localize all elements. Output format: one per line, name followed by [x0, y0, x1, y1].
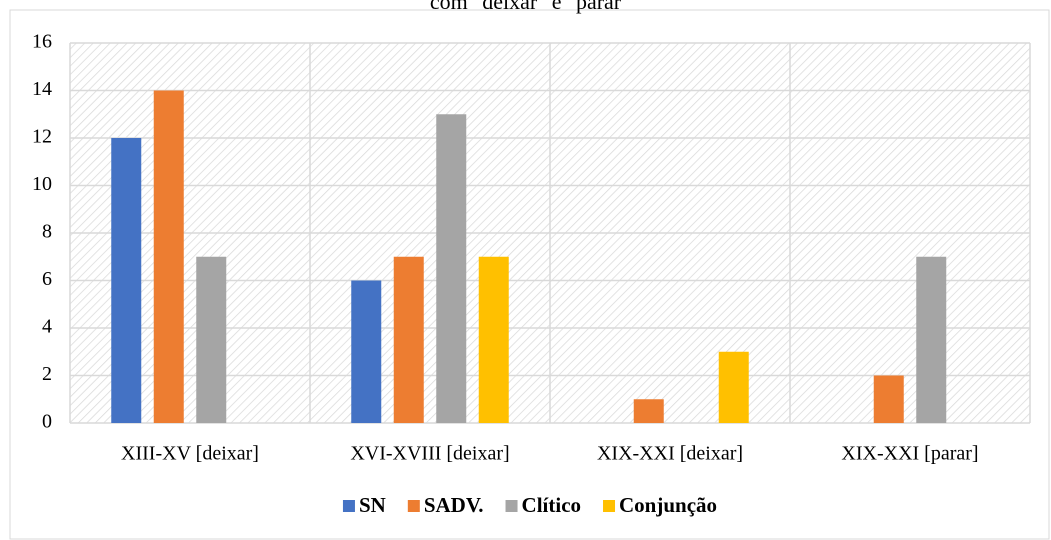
x-tick-label: XIII-XV [deixar] [121, 443, 259, 465]
y-tick-label: 0 [42, 411, 52, 433]
legend-swatch [603, 500, 616, 512]
y-tick-label: 12 [32, 126, 52, 148]
legend-swatch [342, 500, 355, 512]
legend-label: Clítico [522, 493, 581, 517]
bar [633, 399, 664, 423]
legend-swatch [505, 500, 518, 512]
bar [718, 351, 749, 423]
bar [393, 256, 424, 423]
bar [478, 256, 509, 423]
bar [196, 256, 227, 423]
x-tick-label: XIX-XXI [parar] [841, 443, 978, 465]
bar [153, 90, 184, 423]
legend-label: Conjunção [619, 493, 717, 517]
y-tick-label: 10 [32, 173, 52, 195]
chart-title: com "deixar" e "parar" [430, 0, 630, 14]
legend-swatch [407, 500, 420, 512]
x-tick-label: XVI-XVIII [deixar] [350, 443, 509, 465]
bar [916, 256, 947, 423]
y-tick-label: 2 [42, 363, 52, 385]
legend: SN SADV. Clítico Conjunção [342, 493, 717, 517]
y-tick-label: 6 [42, 268, 52, 290]
legend-label: SN [359, 493, 386, 517]
bar [351, 280, 382, 423]
bar [873, 375, 904, 423]
y-tick-label: 8 [42, 221, 52, 243]
bar [436, 114, 467, 423]
x-tick-label: XIX-XXI [deixar] [597, 443, 743, 465]
legend-label: SADV. [424, 493, 484, 517]
y-tick-label: 4 [42, 316, 52, 338]
bar [111, 138, 142, 423]
y-tick-label: 16 [32, 31, 52, 53]
y-tick-label: 14 [32, 78, 52, 100]
